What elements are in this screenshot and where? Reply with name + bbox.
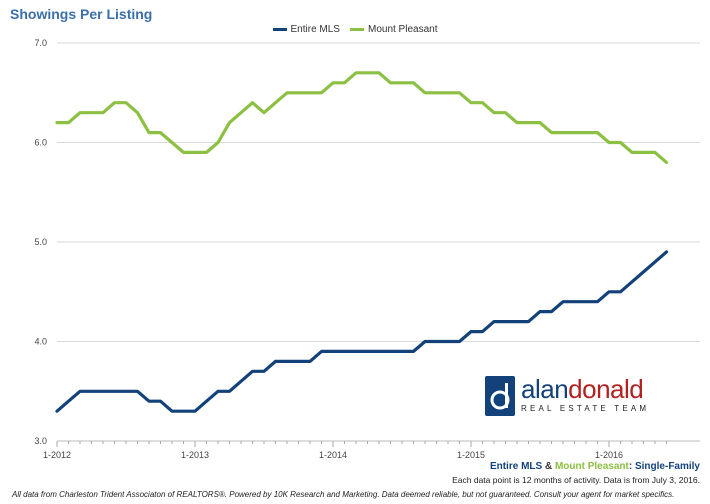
chart-title: Showings Per Listing (10, 6, 153, 22)
x-tick-label: 1-2014 (319, 450, 347, 460)
x-tick-label: 1-2012 (43, 450, 71, 460)
legend-swatch-entire-mls (272, 28, 287, 31)
y-tick-label: 3.0 (34, 436, 47, 446)
series-note: Entire MLS & Mount Pleasant: Single-Fami… (490, 461, 700, 472)
note-suffix: : Single-Family (628, 461, 700, 472)
note-entire-mls: Entire MLS (489, 461, 543, 472)
logo-mark-icon (485, 376, 515, 416)
legend-swatch-mount-pleasant (349, 28, 364, 31)
company-logo: alandonald REAL ESTATE TEAM (485, 376, 649, 416)
note-ampersand: & (542, 461, 555, 472)
logo-tagline: REAL ESTATE TEAM (521, 404, 650, 413)
legend-item-mount-pleasant[interactable]: Mount Pleasant (349, 24, 438, 35)
series-line-mount-pleasant (55, 71, 669, 164)
note-mount-pleasant: Mount Pleasant (554, 461, 629, 472)
x-tick-label: 1-2015 (457, 450, 485, 460)
footer-disclaimer: All data from Charleston Trident Associa… (12, 490, 675, 499)
y-tick-label: 4.0 (34, 337, 47, 347)
legend-item-entire-mls[interactable]: Entire MLS (272, 24, 340, 35)
legend-label-mount-pleasant: Mount Pleasant (367, 24, 438, 35)
legend: Entire MLS Mount Pleasant (0, 24, 710, 35)
y-tick-label: 5.0 (34, 237, 47, 247)
y-tick-label: 7.0 (34, 38, 47, 48)
y-tick-label: 6.0 (34, 138, 47, 148)
legend-label-entire-mls: Entire MLS (290, 24, 340, 35)
data-info-note: Each data point is 12 months of activity… (452, 475, 700, 485)
x-tick-label: 1-2016 (595, 450, 623, 460)
logo-name: alandonald (521, 374, 644, 404)
x-tick-label: 1-2013 (181, 450, 209, 460)
series-line-entire-mls (55, 250, 669, 413)
